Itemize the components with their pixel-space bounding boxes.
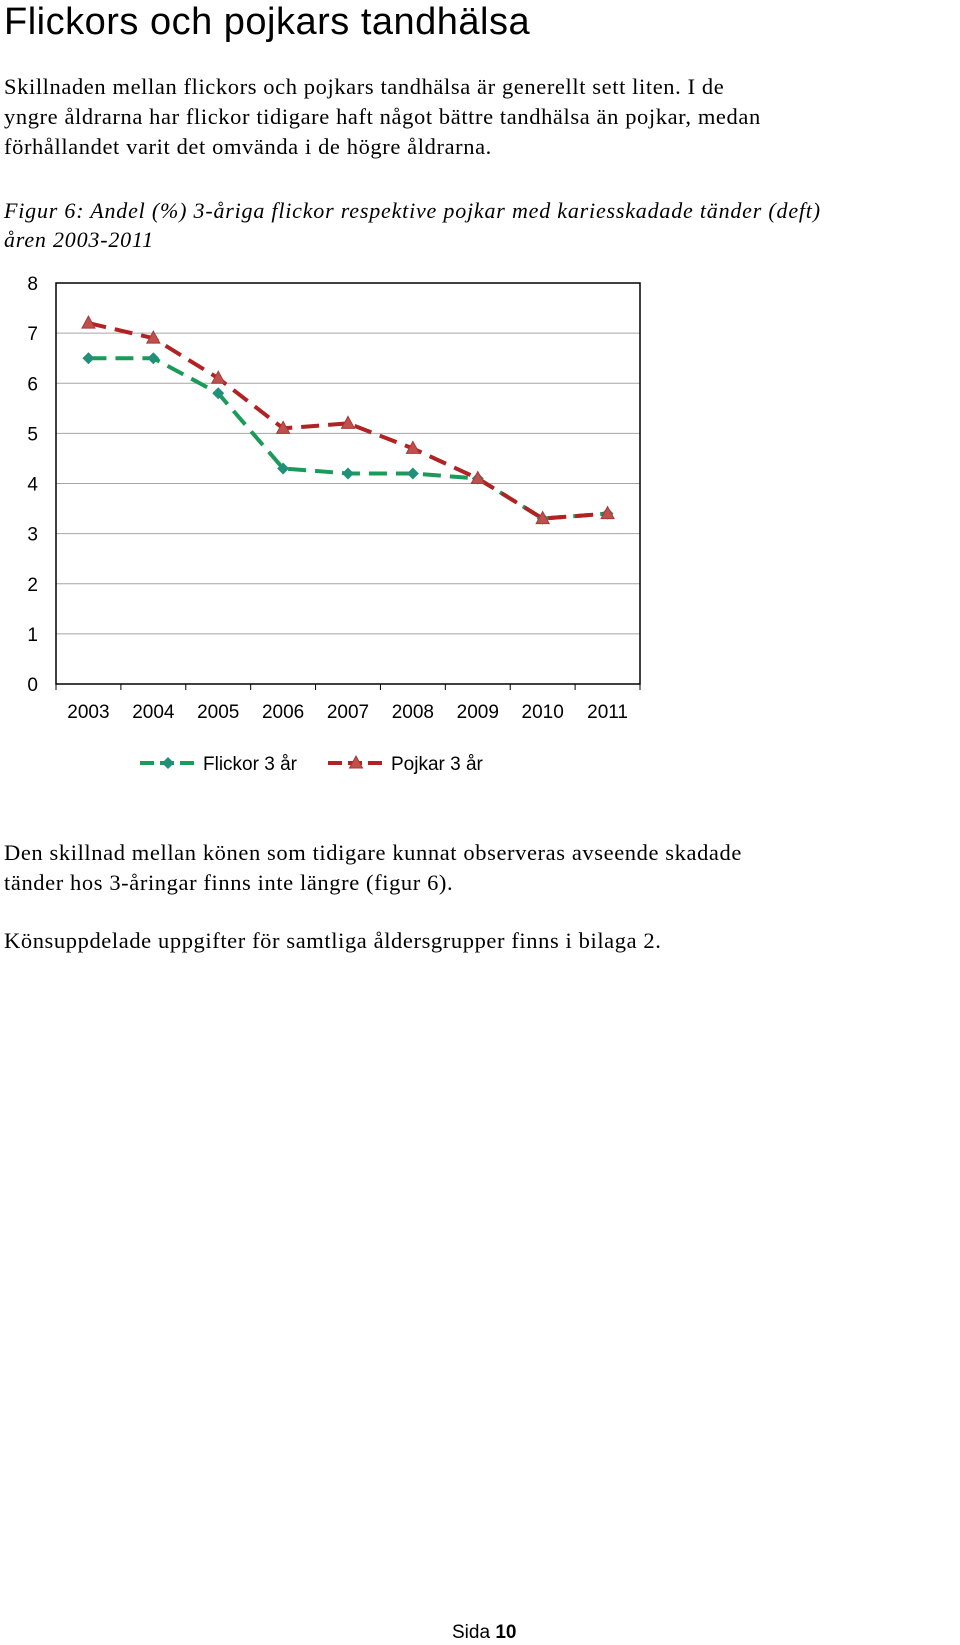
pojkar-series-line [87,321,608,521]
pojkar-data-point [340,415,356,429]
pojkar-data-point [600,505,615,520]
y-tick-label: 4 [27,475,38,496]
pojkar-data-point [275,420,291,434]
y-tick-label: 6 [27,374,38,395]
y-tick-label: 1 [27,625,38,646]
plot-border [55,282,641,685]
line-chart: 0 1 2 3 4 5 6 7 8 2003 2004 2005 2006 2007 2008 2009 201… [27,274,641,775]
page-heading: Flickors och pojkars tandhälsa [4,1,531,43]
intro-line-1: Skillnaden mellan flickors och pojkars t… [4,74,725,99]
flickor-data-point [342,467,354,480]
caption-line-2: åren 2003-2011 [4,227,154,252]
x-tick-label: 2010 [522,702,564,723]
y-tick-label: 3 [27,525,38,546]
flickor-data-point [82,352,95,365]
legend-pojkar-marker [348,754,364,769]
x-tick-label: 2005 [197,702,239,723]
intro-line-3: förhållandet varit det omvända i de högr… [4,134,492,159]
y-tick-label: 7 [27,324,38,345]
pojkar-data-point [470,470,486,484]
y-tick-label: 0 [27,675,38,696]
pojkar-data-point [145,330,161,344]
flickor-data-point [406,467,419,480]
pojkar-data-point [210,370,226,384]
pojkar-data-point [81,315,96,329]
pojkar-data-point [535,510,551,525]
body-paragraph: Den skillnad mellan könen som tidigare k… [4,838,956,898]
body-line-2: tänder hos 3-åringar finns inte längre (… [4,870,454,895]
page-footer: Sida 10 [452,1622,516,1644]
caption-line-1: Figur 6: Andel (%) 3-åriga flickor respe… [4,198,821,223]
y-tick-label: 5 [27,424,38,445]
x-tick-label: 2011 [587,702,628,723]
closing-paragraph: Könsuppdelade uppgifter för samtliga åld… [4,928,662,953]
x-tick-label: 2008 [392,702,434,723]
page-number: 10 [495,1622,517,1643]
x-tick-label: 2004 [132,702,175,723]
legend-flickor-label: Flickor 3 år [203,754,298,775]
intro-line-2: yngre åldrarna har flickor tidigare haft… [4,104,761,129]
y-tick-label: 8 [27,274,38,295]
intro-paragraph: Skillnaden mellan flickors och pojkars t… [4,72,956,162]
footer-label: Sida [452,1622,491,1643]
flickor-data-point [212,387,225,400]
body-line-1: Den skillnad mellan könen som tidigare k… [4,840,742,865]
x-tick-label: 2009 [457,702,499,723]
legend-flickor-marker [162,757,174,769]
x-tick-label: 2007 [327,702,369,723]
y-tick-label: 2 [27,575,38,596]
pojkar-data-point [405,440,421,454]
x-tick-label: 2003 [67,702,109,723]
flickor-data-point [147,352,160,365]
legend-pojkar-label: Pojkar 3 år [391,754,484,775]
figure-caption: Figur 6: Andel (%) 3-åriga flickor respe… [4,196,956,254]
x-tick-label: 2006 [262,702,304,723]
flickor-data-point [277,462,290,475]
flickor-series-line [88,356,608,521]
